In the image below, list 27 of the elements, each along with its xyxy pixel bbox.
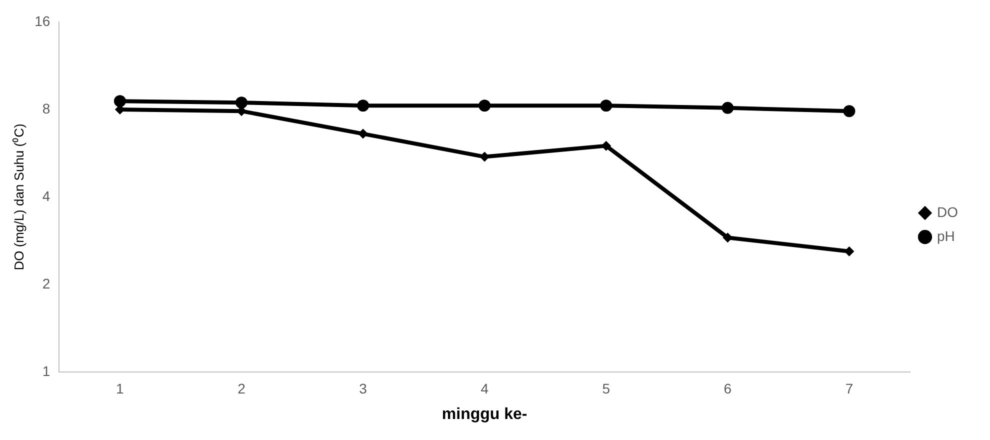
x-tick-label: 2 (238, 380, 246, 396)
point (358, 128, 368, 139)
point (600, 100, 612, 112)
x-tick-label: 3 (359, 380, 368, 396)
legend-label: DO (937, 204, 958, 220)
point (357, 100, 370, 112)
y-tick-label: 1 (42, 362, 50, 379)
point (478, 100, 491, 112)
y-tick-label: 4 (42, 188, 50, 204)
y-tick-label: 16 (34, 12, 50, 29)
point (601, 140, 612, 151)
x-tick-label: 6 (724, 380, 732, 396)
point (235, 96, 248, 109)
y-axis-title: DO (mg/L) dan Suhu (⁰C) (11, 124, 26, 270)
point (844, 246, 854, 256)
x-tick-label: 5 (602, 380, 610, 396)
point (843, 105, 856, 118)
x-tick-label: 7 (845, 380, 854, 396)
x-tick-label: 4 (480, 380, 489, 396)
y-tick-label: 2 (42, 275, 50, 292)
point (480, 152, 490, 162)
point (114, 95, 126, 108)
x-tick-label: 1 (116, 380, 124, 396)
point (722, 102, 734, 114)
legend-label: pH (937, 228, 955, 244)
x-axis-title: minggu ke- (442, 406, 528, 423)
y-tick-label: 8 (42, 100, 50, 116)
